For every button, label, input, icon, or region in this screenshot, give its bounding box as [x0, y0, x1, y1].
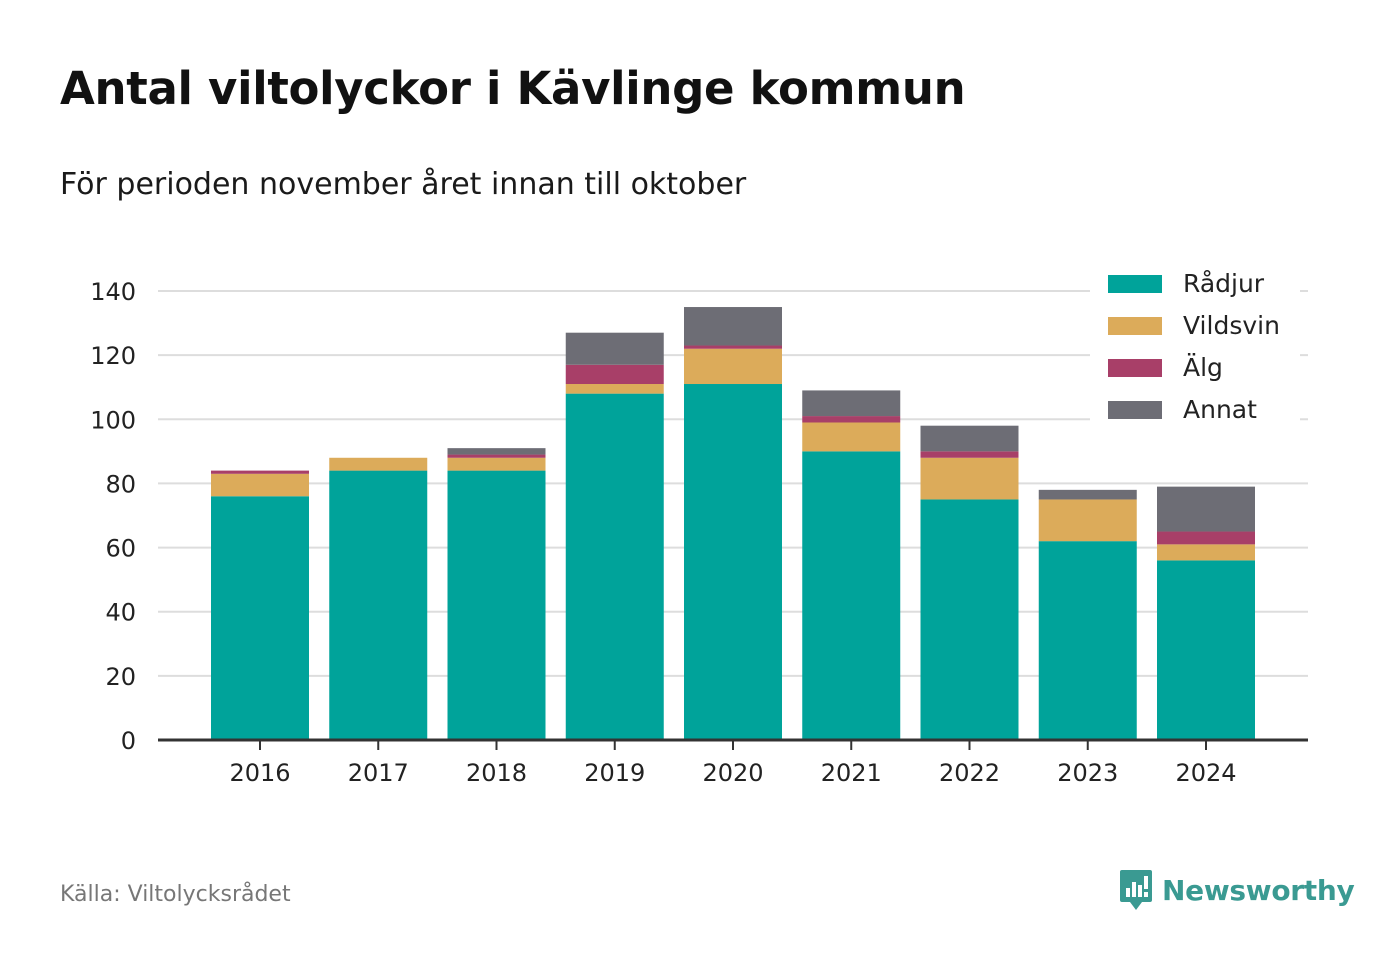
bar-segment	[1157, 486, 1255, 532]
bar-segment	[802, 390, 901, 417]
x-axis-ticks: 2016 2017 2018 2019 2020 2021 2022 2023 2024	[229, 740, 1237, 787]
legend-label: Annat	[1183, 395, 1257, 424]
y-tick-label: 60	[105, 535, 136, 563]
bar-segment	[1038, 499, 1137, 542]
bar-segment	[1157, 531, 1255, 545]
y-tick-label: 0	[121, 727, 136, 755]
brand-logo[interactable]: Newsworthy	[1118, 868, 1355, 912]
legend-swatch	[1108, 359, 1162, 377]
source-note: Källa: Viltolycksrådet	[60, 882, 291, 907]
bars	[211, 307, 1255, 740]
bar-segment	[1157, 560, 1255, 740]
y-tick-label: 20	[105, 663, 136, 691]
x-tick-label: 2016	[229, 759, 290, 787]
x-tick-label: 2019	[584, 759, 645, 787]
bar-segment	[329, 470, 428, 740]
bar-segment	[684, 384, 782, 740]
bar-segment	[447, 470, 546, 740]
x-tick-label: 2024	[1175, 759, 1236, 787]
x-tick-label: 2022	[939, 759, 1000, 787]
bar-segment	[920, 457, 1019, 500]
bar-segment	[802, 451, 901, 740]
y-tick-label: 140	[90, 278, 136, 306]
bar-segment	[211, 496, 309, 740]
x-tick-label: 2023	[1057, 759, 1118, 787]
bar-segment	[211, 470, 309, 474]
bar-segment	[565, 332, 664, 365]
x-tick-label: 2018	[466, 759, 527, 787]
bar-segment	[1157, 544, 1255, 561]
legend-label: Rådjur	[1183, 269, 1265, 298]
bar-segment	[211, 473, 309, 497]
x-tick-label: 2021	[821, 759, 882, 787]
legend-swatch	[1108, 317, 1162, 335]
bar-segment	[1038, 541, 1137, 740]
bar-segment	[447, 454, 546, 458]
bar-segment	[447, 448, 546, 455]
bar-segment	[920, 499, 1019, 740]
y-tick-label: 120	[90, 342, 136, 370]
brand-name: Newsworthy	[1162, 873, 1355, 907]
bar-segment	[565, 364, 664, 385]
legend-swatch	[1108, 275, 1162, 293]
legend: Rådjur Vildsvin Älg Annat	[1090, 262, 1300, 424]
bar-segment	[802, 416, 901, 423]
bar-segment	[802, 422, 901, 452]
bar-segment	[565, 393, 664, 740]
newsworthy-logo-icon	[1120, 870, 1152, 910]
x-tick-label: 2017	[348, 759, 409, 787]
bar-segment	[684, 307, 782, 346]
bar-segment	[447, 457, 546, 471]
y-tick-label: 100	[90, 406, 136, 434]
legend-label: Vildsvin	[1183, 311, 1280, 340]
chart-title: Antal viltolyckor i Kävlinge kommun	[60, 62, 966, 115]
bar-segment	[684, 345, 782, 349]
legend-swatch	[1108, 401, 1162, 419]
chart-subtitle: För perioden november året innan till ok…	[60, 167, 747, 202]
x-tick-label: 2020	[702, 759, 763, 787]
bar-segment	[565, 384, 664, 394]
y-tick-label: 40	[105, 599, 136, 627]
y-axis-ticks: 0 20 40 60 80 100 120 140	[90, 278, 136, 755]
y-tick-label: 80	[105, 470, 136, 498]
legend-label: Älg	[1183, 353, 1223, 382]
bar-segment	[920, 451, 1019, 458]
bar-segment	[684, 348, 782, 385]
bar-segment	[329, 457, 428, 471]
bar-segment	[920, 425, 1019, 452]
bar-segment	[1038, 489, 1137, 500]
